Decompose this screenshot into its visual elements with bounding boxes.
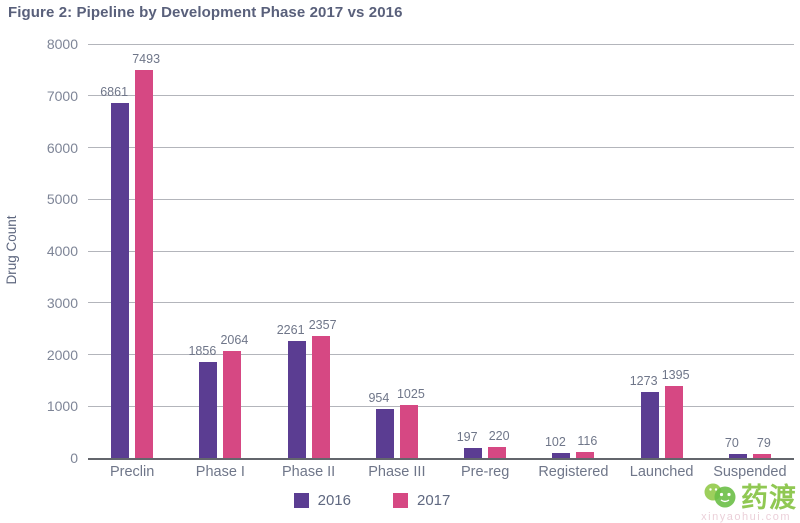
legend-label-2016: 2016: [317, 492, 351, 509]
legend-label-2017: 2017: [417, 492, 451, 509]
value-label-2016: 1273: [629, 374, 658, 388]
value-label-2016: 6861: [100, 85, 129, 99]
category-label-launched: Launched: [629, 464, 694, 480]
gridline: [88, 302, 794, 304]
bar-2016-suspended: [728, 454, 747, 458]
value-label-2017: 79: [756, 436, 771, 450]
bar-2017-preclin: [135, 70, 154, 458]
y-axis-tick-labels: 0 1000 2000 3000 4000 5000 6000 7000 8000: [0, 36, 82, 466]
value-label-2016: 1856: [188, 344, 217, 358]
value-label-2017: 116: [577, 434, 598, 448]
value-label-2017: 220: [488, 429, 510, 443]
bar-2017-phase-ii: [311, 336, 330, 458]
bar-2016-pre-reg: [464, 448, 483, 458]
watermark: xinyaohui.com 药渡: [667, 473, 797, 523]
category-label-preclin: Preclin: [109, 464, 155, 480]
gridline: [88, 354, 794, 355]
value-label-2017: 1395: [661, 368, 690, 382]
y-tick-label: 4000: [46, 243, 78, 259]
value-label-2016: 954: [368, 391, 390, 405]
bar-2016-phase-ii: [287, 341, 306, 458]
value-label-2016: 2261: [276, 323, 305, 337]
value-label-2016: 102: [544, 435, 566, 449]
category-label-registered: Registered: [538, 464, 609, 480]
y-tick-label: 6000: [46, 139, 78, 156]
bar-2017-pre-reg: [488, 447, 507, 458]
y-tick-label: 2000: [46, 346, 78, 363]
bar-2016-registered: [552, 453, 571, 458]
y-tick-label: 5000: [46, 191, 78, 208]
value-label-2017: 1025: [396, 387, 425, 401]
value-label-2016: 197: [456, 430, 478, 444]
value-label-2017: 2357: [308, 318, 337, 332]
bar-2016-launched: [640, 392, 659, 458]
y-tick-label: 0: [70, 450, 78, 466]
value-label-2017: 2064: [220, 333, 249, 347]
watermark-brand-text: 药渡: [741, 483, 797, 514]
category-label-phase-iii: Phase III: [368, 464, 426, 480]
plot-area: 6861 7493 1856 2064 2261 2357 954 1025 197 220 102…: [88, 43, 794, 460]
category-label-suspended: Suspended: [713, 464, 787, 480]
bar-2017-launched: [664, 386, 683, 458]
bar-2016-phase-i: [199, 362, 218, 458]
gridline: [88, 250, 794, 252]
chart-title: Figure 2: Pipeline by Development Phase …: [8, 4, 403, 21]
category-label-phase-ii: Phase II: [282, 464, 336, 480]
value-label-2017: 7493: [132, 52, 161, 66]
legend-swatch-2016: [293, 493, 309, 508]
category-label-phase-i: Phase I: [195, 464, 245, 480]
bar-2016-phase-iii: [375, 409, 394, 458]
gridline: [88, 147, 794, 148]
gridline: [88, 95, 794, 97]
legend-item-2017: 2017: [393, 492, 450, 509]
gridline: [88, 405, 794, 407]
watermark-subtext: xinyaohui.com: [701, 511, 791, 523]
legend-swatch-2017: [393, 493, 408, 508]
y-tick-label: 1000: [46, 398, 78, 415]
bar-2016-preclin: [111, 103, 130, 458]
bar-2017-registered: [576, 452, 595, 458]
chart-legend: 2016 2017: [0, 492, 772, 509]
value-label-2016: 70: [724, 436, 739, 450]
watermark-logo-icon: [704, 483, 736, 507]
x-axis-category-labels: Preclin Phase I Phase II Phase III Pre-reg Re…: [88, 464, 794, 486]
bar-2017-suspended: [752, 454, 771, 458]
bar-2017-phase-iii: [399, 405, 418, 458]
gridline: [88, 43, 794, 45]
y-tick-label: 8000: [46, 36, 78, 52]
category-label-pre-reg: Pre-reg: [460, 464, 510, 480]
legend-item-2016: 2016: [293, 492, 351, 509]
y-tick-label: 3000: [46, 294, 78, 311]
y-tick-label: 7000: [46, 87, 78, 104]
gridline: [88, 198, 794, 200]
bar-2017-phase-i: [223, 351, 242, 458]
